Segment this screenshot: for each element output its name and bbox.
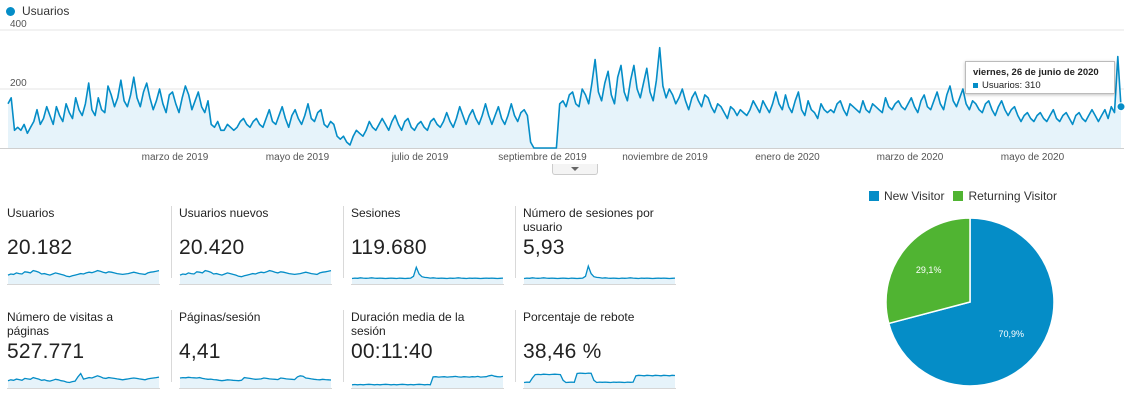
metric-new-users[interactable]: Usuarios nuevos 20.420 — [171, 206, 332, 285]
tooltip-series-swatch — [973, 82, 978, 88]
metric-value: 20.420 — [179, 236, 245, 259]
pie-slice-returning-visitor — [885, 217, 971, 325]
sparkline-area — [524, 266, 675, 284]
tooltip-value: Usuarios: 310 — [973, 80, 1108, 91]
sparkline-line — [7, 269, 160, 278]
sparkline-line — [179, 375, 332, 382]
metric-value: 527.771 — [7, 340, 85, 363]
metric-sparkline — [523, 372, 676, 389]
sparkline-area — [180, 270, 331, 284]
metric-sparkline — [7, 372, 160, 389]
sparkline-area — [8, 373, 159, 388]
x-tick-label: noviembre de 2019 — [622, 152, 708, 162]
visitor-type-pie-chart[interactable]: 70,9% 29,1% — [880, 214, 1060, 390]
x-tick-label: julio de 2019 — [391, 152, 449, 162]
sparkline-line — [351, 265, 504, 280]
legend-label: Returning Visitor — [968, 189, 1057, 203]
sparkline-area — [352, 267, 503, 284]
sparkline-area — [8, 270, 159, 284]
pie-slice-label: 70,9% — [999, 329, 1025, 339]
metric-label: Duración media de la sesión — [351, 310, 465, 338]
metric-label: Páginas/sesión — [179, 310, 261, 324]
users-line-chart[interactable]: 200 400 marzo de 2019 mayo de 2019 julio de … — [0, 20, 1138, 162]
chart-tooltip: viernes, 26 de junio de 2020 Usuarios: 3… — [965, 61, 1115, 94]
metric-label: Usuarios — [7, 206, 55, 220]
pie-slice-new-visitor — [887, 217, 1055, 387]
sparkline-line — [523, 372, 676, 384]
chart-collapse-toggle[interactable] — [552, 164, 598, 175]
x-tick-label: mayo de 2020 — [1001, 152, 1065, 162]
metric-value: 00:11:40 — [351, 340, 433, 363]
tooltip-date: viernes, 26 de junio de 2020 — [973, 67, 1099, 78]
sparkline-line — [179, 269, 332, 278]
metric-value: 5,93 — [523, 236, 565, 259]
metric-label: Número de sesiones por usuario — [523, 206, 654, 234]
sparkline-area — [524, 373, 675, 388]
pie-legend-new-visitor[interactable]: New Visitor — [869, 189, 944, 203]
pie-legend: New Visitor Returning Visitor — [869, 189, 1066, 203]
metric-sparkline — [179, 375, 332, 389]
x-tick-label: enero de 2020 — [755, 152, 820, 162]
metric-sparkline — [7, 269, 160, 285]
metric-sessions[interactable]: Sesiones 119.680 — [343, 206, 504, 285]
metric-value: 4,41 — [179, 340, 221, 363]
highlighted-point — [1116, 102, 1126, 112]
y-tick-label: 400 — [10, 20, 27, 30]
metric-sparkline — [179, 269, 332, 285]
x-tick-label: mayo de 2019 — [266, 152, 330, 162]
pie-slice-label: 29,1% — [916, 265, 942, 275]
sparkline-line — [7, 372, 160, 384]
metric-pages-per-session[interactable]: Páginas/sesión 4,41 — [171, 310, 332, 389]
sparkline-line — [351, 374, 504, 386]
metrics-grid: Usuarios 20.182 Usuarios nuevos 20.420 S… — [0, 206, 690, 389]
series-color-dot — [6, 6, 15, 16]
metric-sparkline — [351, 374, 504, 389]
metric-sessions-per-user[interactable]: Número de sesiones por usuario 5,93 — [515, 206, 676, 285]
metric-sparkline — [523, 263, 676, 285]
metric-value: 38,46 % — [523, 340, 602, 363]
x-tick-label: marzo de 2019 — [142, 152, 209, 162]
metric-label: Número de visitas a páginas — [7, 310, 114, 338]
legend-swatch — [869, 191, 879, 201]
metric-sparkline — [351, 265, 504, 285]
legend-label: Usuarios — [22, 4, 70, 18]
metric-value: 119.680 — [351, 236, 427, 259]
metric-label: Sesiones — [351, 206, 401, 220]
sparkline-area — [180, 375, 331, 388]
sparkline-line — [523, 263, 676, 280]
metric-value: 20.182 — [7, 236, 73, 259]
metric-label: Porcentaje de rebote — [523, 310, 635, 324]
x-tick-label: septiembre de 2019 — [498, 152, 587, 162]
main-chart-legend[interactable]: Usuarios — [6, 3, 69, 19]
metric-users[interactable]: Usuarios 20.182 — [0, 206, 160, 285]
metric-avg-session-duration[interactable]: Duración media de la sesión 00:11:40 — [343, 310, 504, 389]
metric-label: Usuarios nuevos — [179, 206, 269, 220]
legend-swatch — [953, 191, 964, 201]
x-tick-label: marzo de 2020 — [877, 152, 944, 162]
pie-legend-returning-visitor[interactable]: Returning Visitor — [953, 189, 1057, 203]
tooltip-value-text: Usuarios: 310 — [982, 80, 1041, 91]
legend-label: New Visitor — [884, 189, 945, 203]
metric-pageviews[interactable]: Número de visitas a páginas 527.771 — [0, 310, 160, 389]
metric-bounce-rate[interactable]: Porcentaje de rebote 38,46 % — [515, 310, 676, 389]
series-line — [7, 46, 1122, 149]
y-tick-label: 200 — [10, 78, 27, 89]
chevron-down-icon — [571, 167, 579, 171]
